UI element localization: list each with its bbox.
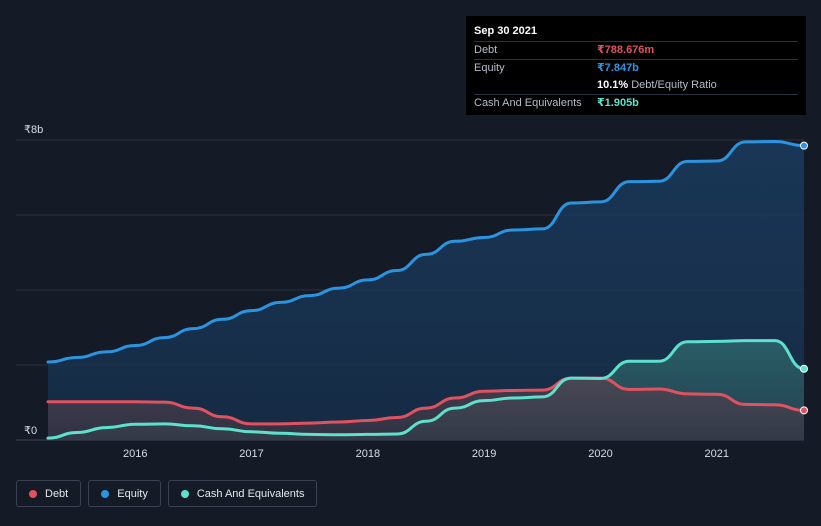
legend-item-debt[interactable]: Debt <box>16 480 82 507</box>
tooltip-cash-label: Cash And Equivalents <box>474 97 582 109</box>
tooltip-row-equity: Equity ₹7.847b <box>474 59 798 77</box>
legend-cash-label: Cash And Equivalents <box>196 487 305 500</box>
x-tick-label: 2019 <box>472 448 496 460</box>
y-tick-label: ₹0 <box>24 425 37 437</box>
axis-labels: ₹0 ₹8b 2016 2017 2018 2019 2020 2021 <box>24 124 729 460</box>
tooltip-row-cash: Cash And Equivalents ₹1.905b <box>474 94 798 112</box>
x-tick-label: 2021 <box>705 448 729 460</box>
legend-equity-label: Equity <box>117 487 148 500</box>
tooltip-cash-value: ₹1.905b <box>597 97 639 109</box>
tooltip-equity-label: Equity <box>474 62 505 74</box>
tooltip-date: Sep 30 2021 <box>474 25 537 37</box>
line-debt <box>46 376 806 426</box>
marker-cash <box>800 364 808 373</box>
line-cash <box>46 339 806 440</box>
marker-debt <box>800 406 808 415</box>
x-tick-label: 2018 <box>356 448 380 460</box>
marker-equity <box>800 141 808 150</box>
x-tick-label: 2020 <box>588 448 612 460</box>
end-markers <box>800 141 808 415</box>
y-tick-label: ₹8b <box>24 124 43 136</box>
tooltip-equity-value: ₹7.847b <box>597 62 639 74</box>
chart-svg: ₹0 ₹8b 2016 2017 2018 2019 2020 2021 <box>16 124 808 460</box>
series-lines <box>46 139 806 440</box>
legend-item-equity[interactable]: Equity <box>88 480 161 507</box>
legend-cash-dot-icon <box>180 489 189 498</box>
tooltip-ratio-value: 10.1% <box>597 79 629 91</box>
x-tick-label: 2016 <box>123 448 147 460</box>
tooltip-row-ratio: 10.1% Debt/Equity Ratio <box>474 77 798 94</box>
tooltip-debt-label: Debt <box>474 44 498 56</box>
tooltip-panel: Sep 30 2021 Debt ₹788.676m Equity ₹7.847… <box>466 16 806 115</box>
tooltip-ratio-label: Debt/Equity Ratio <box>631 79 717 91</box>
x-tick-label: 2017 <box>239 448 263 460</box>
area-equity <box>48 141 804 440</box>
legend-debt-dot-icon <box>29 489 37 498</box>
chart-legend: Debt Equity Cash And Equivalents <box>16 480 318 507</box>
legend-debt-label: Debt <box>45 487 69 500</box>
line-equity <box>46 139 806 364</box>
legend-item-cash[interactable]: Cash And Equivalents <box>167 480 318 507</box>
legend-equity-dot-icon <box>101 489 110 498</box>
tooltip-debt-value: ₹788.676m <box>597 44 655 56</box>
tooltip-row-debt: Debt ₹788.676m <box>474 41 798 59</box>
